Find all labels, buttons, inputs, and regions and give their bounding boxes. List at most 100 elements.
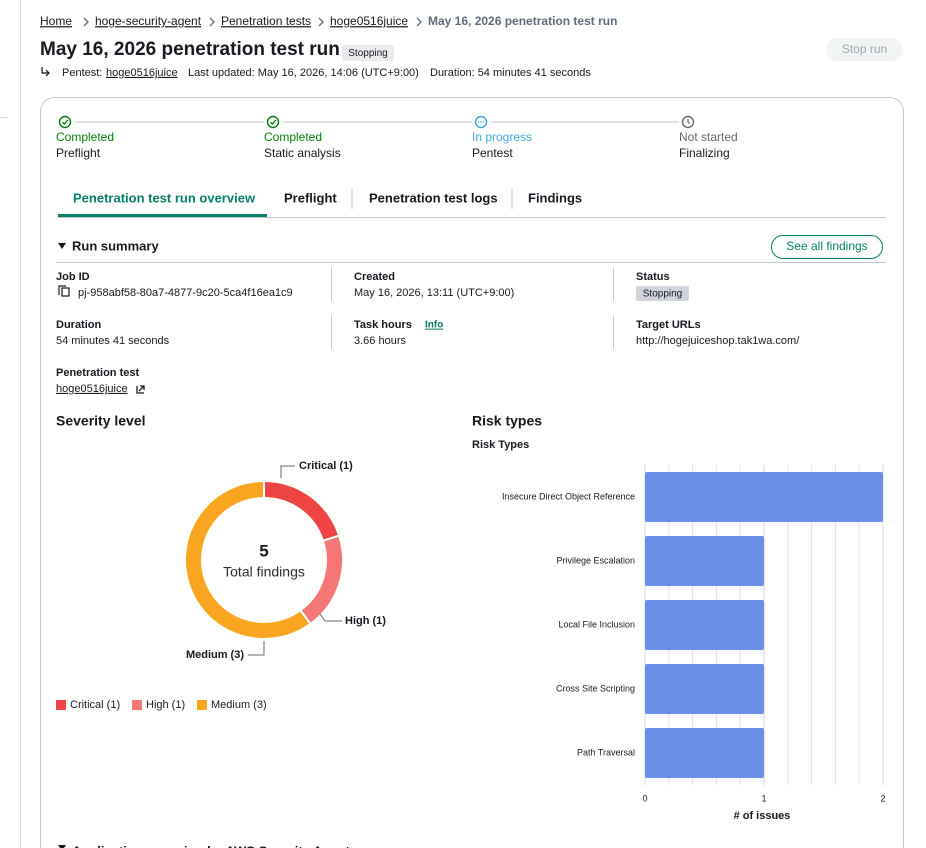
x-tick-label: 0 — [642, 793, 647, 803]
y-tick-label: Path Traversal — [577, 747, 635, 757]
sub-arrow — [41, 67, 50, 77]
chevron — [416, 17, 422, 27]
step-status: Completed — [56, 130, 114, 144]
summary-title[interactable]: Run summary — [72, 238, 159, 253]
stop-button-label[interactable]: Stop run — [842, 42, 887, 56]
field-value: May 16, 2026, 13:11 (UTC+9:00) — [354, 287, 514, 299]
total-value: 5 — [259, 541, 268, 560]
field-label: Penetration test — [56, 367, 139, 379]
legend-label[interactable]: Critical (1) — [70, 699, 120, 711]
status-badge-text: Stopping — [348, 48, 387, 59]
status-badge — [342, 45, 394, 61]
bar — [645, 536, 764, 586]
step-dot — [477, 121, 480, 123]
chart-title: Severity level — [56, 413, 146, 429]
field-label: Job ID — [56, 271, 90, 283]
step-icon — [474, 115, 488, 129]
y-tick-label: Privilege Escalation — [556, 555, 635, 565]
breadcrumb-link[interactable]: hoge0516juice — [330, 14, 408, 28]
donut-segment — [184, 479, 312, 640]
breadcrumb-current: May 16, 2026 penetration test run — [428, 14, 617, 28]
chevron — [318, 17, 324, 27]
pentest-label: Pentest: — [62, 67, 102, 79]
duration: Duration: 54 minutes 41 seconds — [430, 67, 591, 79]
field-label: Task hours — [354, 319, 412, 331]
step-status: Not started — [679, 130, 738, 144]
info-link[interactable]: Info — [425, 320, 443, 331]
step-status: Completed — [264, 130, 322, 144]
bar — [645, 472, 883, 522]
step-name: Preflight — [56, 146, 101, 160]
step-status: In progress — [472, 130, 532, 144]
breadcrumb-link[interactable]: Penetration tests — [221, 14, 311, 28]
y-tick-label: Insecure Direct Object Reference — [502, 491, 635, 501]
step-name: Static analysis — [264, 146, 341, 160]
tab[interactable]: Penetration test run overview — [73, 190, 256, 205]
callout-label: High (1) — [345, 615, 386, 627]
tab[interactable]: Preflight — [284, 190, 337, 205]
findings-button-label[interactable]: See all findings — [786, 239, 867, 253]
section-title: Risk types — [472, 413, 542, 429]
total-label: Total findings — [223, 564, 305, 580]
callout-label: Medium (3) — [186, 649, 244, 661]
legend-swatch[interactable] — [56, 700, 66, 710]
field-label: Target URLs — [636, 319, 701, 331]
step-name: Pentest — [472, 146, 513, 160]
section-title[interactable]: Application scanning by AWS Security Age… — [72, 843, 351, 848]
legend-label[interactable]: High (1) — [146, 699, 185, 711]
expand-caret — [58, 845, 66, 848]
field-label: Status — [636, 271, 670, 283]
field-value: http://hogejuiceshop.tak1wa.com/ — [636, 335, 800, 347]
chart-title: Risk Types — [472, 439, 529, 451]
tab[interactable]: Penetration test logs — [369, 190, 498, 205]
findings-button[interactable] — [771, 235, 883, 259]
step-icon — [266, 115, 280, 129]
step-check — [62, 119, 69, 126]
step-dot — [480, 121, 482, 123]
field-value[interactable]: hoge0516juice — [56, 383, 128, 395]
x-tick-label: 1 — [761, 793, 766, 803]
field-value: Stopping — [643, 289, 682, 300]
legend-swatch[interactable] — [132, 700, 142, 710]
last-updated: Last updated: May 16, 2026, 14:06 (UTC+9… — [188, 67, 419, 79]
x-tick-label: 2 — [880, 793, 885, 803]
stop-button[interactable] — [826, 38, 903, 61]
bar — [645, 600, 764, 650]
expand-caret — [58, 243, 66, 249]
chevron — [83, 17, 89, 27]
step-icon — [58, 115, 72, 129]
callout-line — [248, 641, 265, 656]
step-check — [270, 119, 277, 126]
card — [40, 97, 904, 848]
step-dot — [482, 121, 485, 123]
tab[interactable]: Findings — [528, 190, 582, 205]
callout-label: Critical (1) — [299, 460, 353, 472]
page-title: May 16, 2026 penetration test run — [40, 39, 340, 60]
legend-swatch[interactable] — [197, 700, 207, 710]
pentest-link[interactable]: hoge0516juice — [106, 67, 178, 79]
y-tick-label: Local File Inclusion — [558, 619, 635, 629]
legend-label[interactable]: Medium (3) — [211, 699, 267, 711]
bar — [645, 664, 764, 714]
step-icon — [681, 115, 695, 129]
chevron — [209, 17, 215, 27]
y-tick-label: Cross Site Scripting — [556, 683, 635, 693]
field-value: 54 minutes 41 seconds — [56, 335, 170, 347]
status-badge — [636, 286, 689, 301]
field-value: 3.66 hours — [354, 335, 406, 347]
field-label: Created — [354, 271, 395, 283]
field-value: pj-958abf58-80a7-4877-9c20-5ca4f16ea1c9 — [78, 287, 293, 299]
copy-icon-back — [58, 285, 66, 295]
bar — [645, 728, 764, 778]
breadcrumb-link[interactable]: hoge-security-agent — [95, 14, 202, 28]
step-name: Finalizing — [679, 146, 730, 160]
step-clock — [687, 119, 691, 124]
x-axis-title: # of issues — [734, 810, 791, 822]
tab-active-indicator — [58, 214, 267, 217]
breadcrumb-link[interactable]: Home — [40, 14, 72, 28]
field-label: Duration — [56, 319, 102, 331]
external-icon — [136, 385, 145, 394]
copy-icon — [61, 287, 70, 297]
